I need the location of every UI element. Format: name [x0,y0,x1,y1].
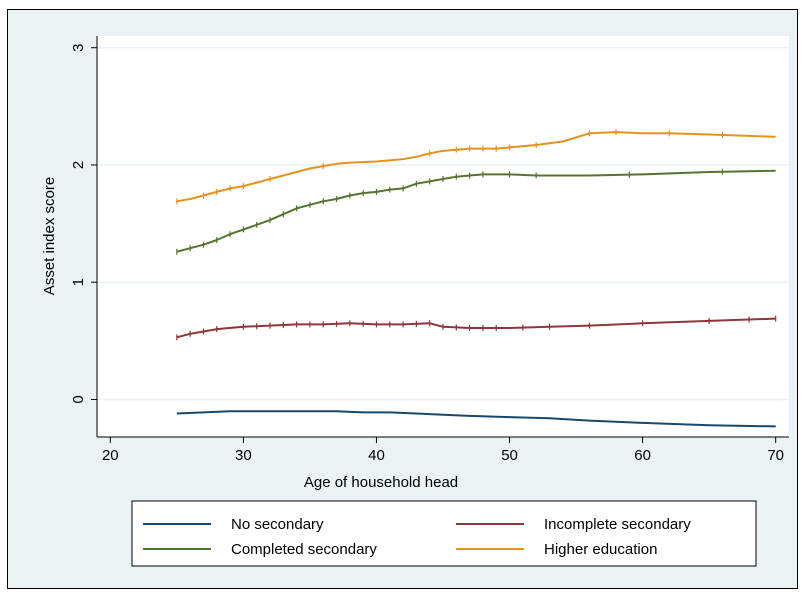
plot-area [97,36,789,437]
grid-lines [97,46,789,401]
series-lines [176,129,777,428]
legend: No secondary Incomplete secondary Complete… [131,500,757,567]
x-tick-label: 70 [767,447,784,464]
x-tick-label: 30 [235,447,252,464]
legend-label-higher-education: Higher education [544,541,657,558]
y-tick-label: 2 [70,161,87,169]
legend-box [131,500,757,567]
y-tick-label: 3 [70,44,87,52]
y-tick-label: 1 [70,278,87,286]
x-tick-label: 50 [501,447,518,464]
x-tick-label: 40 [368,447,385,464]
legend-label-completed-secondary: Completed secondary [231,541,377,558]
y-ticks: 0 1 2 3 [70,44,97,404]
y-axis-title: Asset index score [41,177,58,295]
x-tick-label: 60 [634,447,651,464]
legend-label-incomplete-secondary: Incomplete secondary [544,516,691,533]
x-tick-label: 20 [102,447,119,464]
y-tick-label: 0 [70,395,87,403]
x-axis-title: Age of household head [304,474,458,491]
axes [96,36,789,438]
legend-label-no-secondary: No secondary [231,516,324,533]
series-line-higher-education [176,131,776,203]
x-ticks: 20 30 40 50 60 70 [102,437,784,464]
series-line-no-secondary [176,410,776,428]
